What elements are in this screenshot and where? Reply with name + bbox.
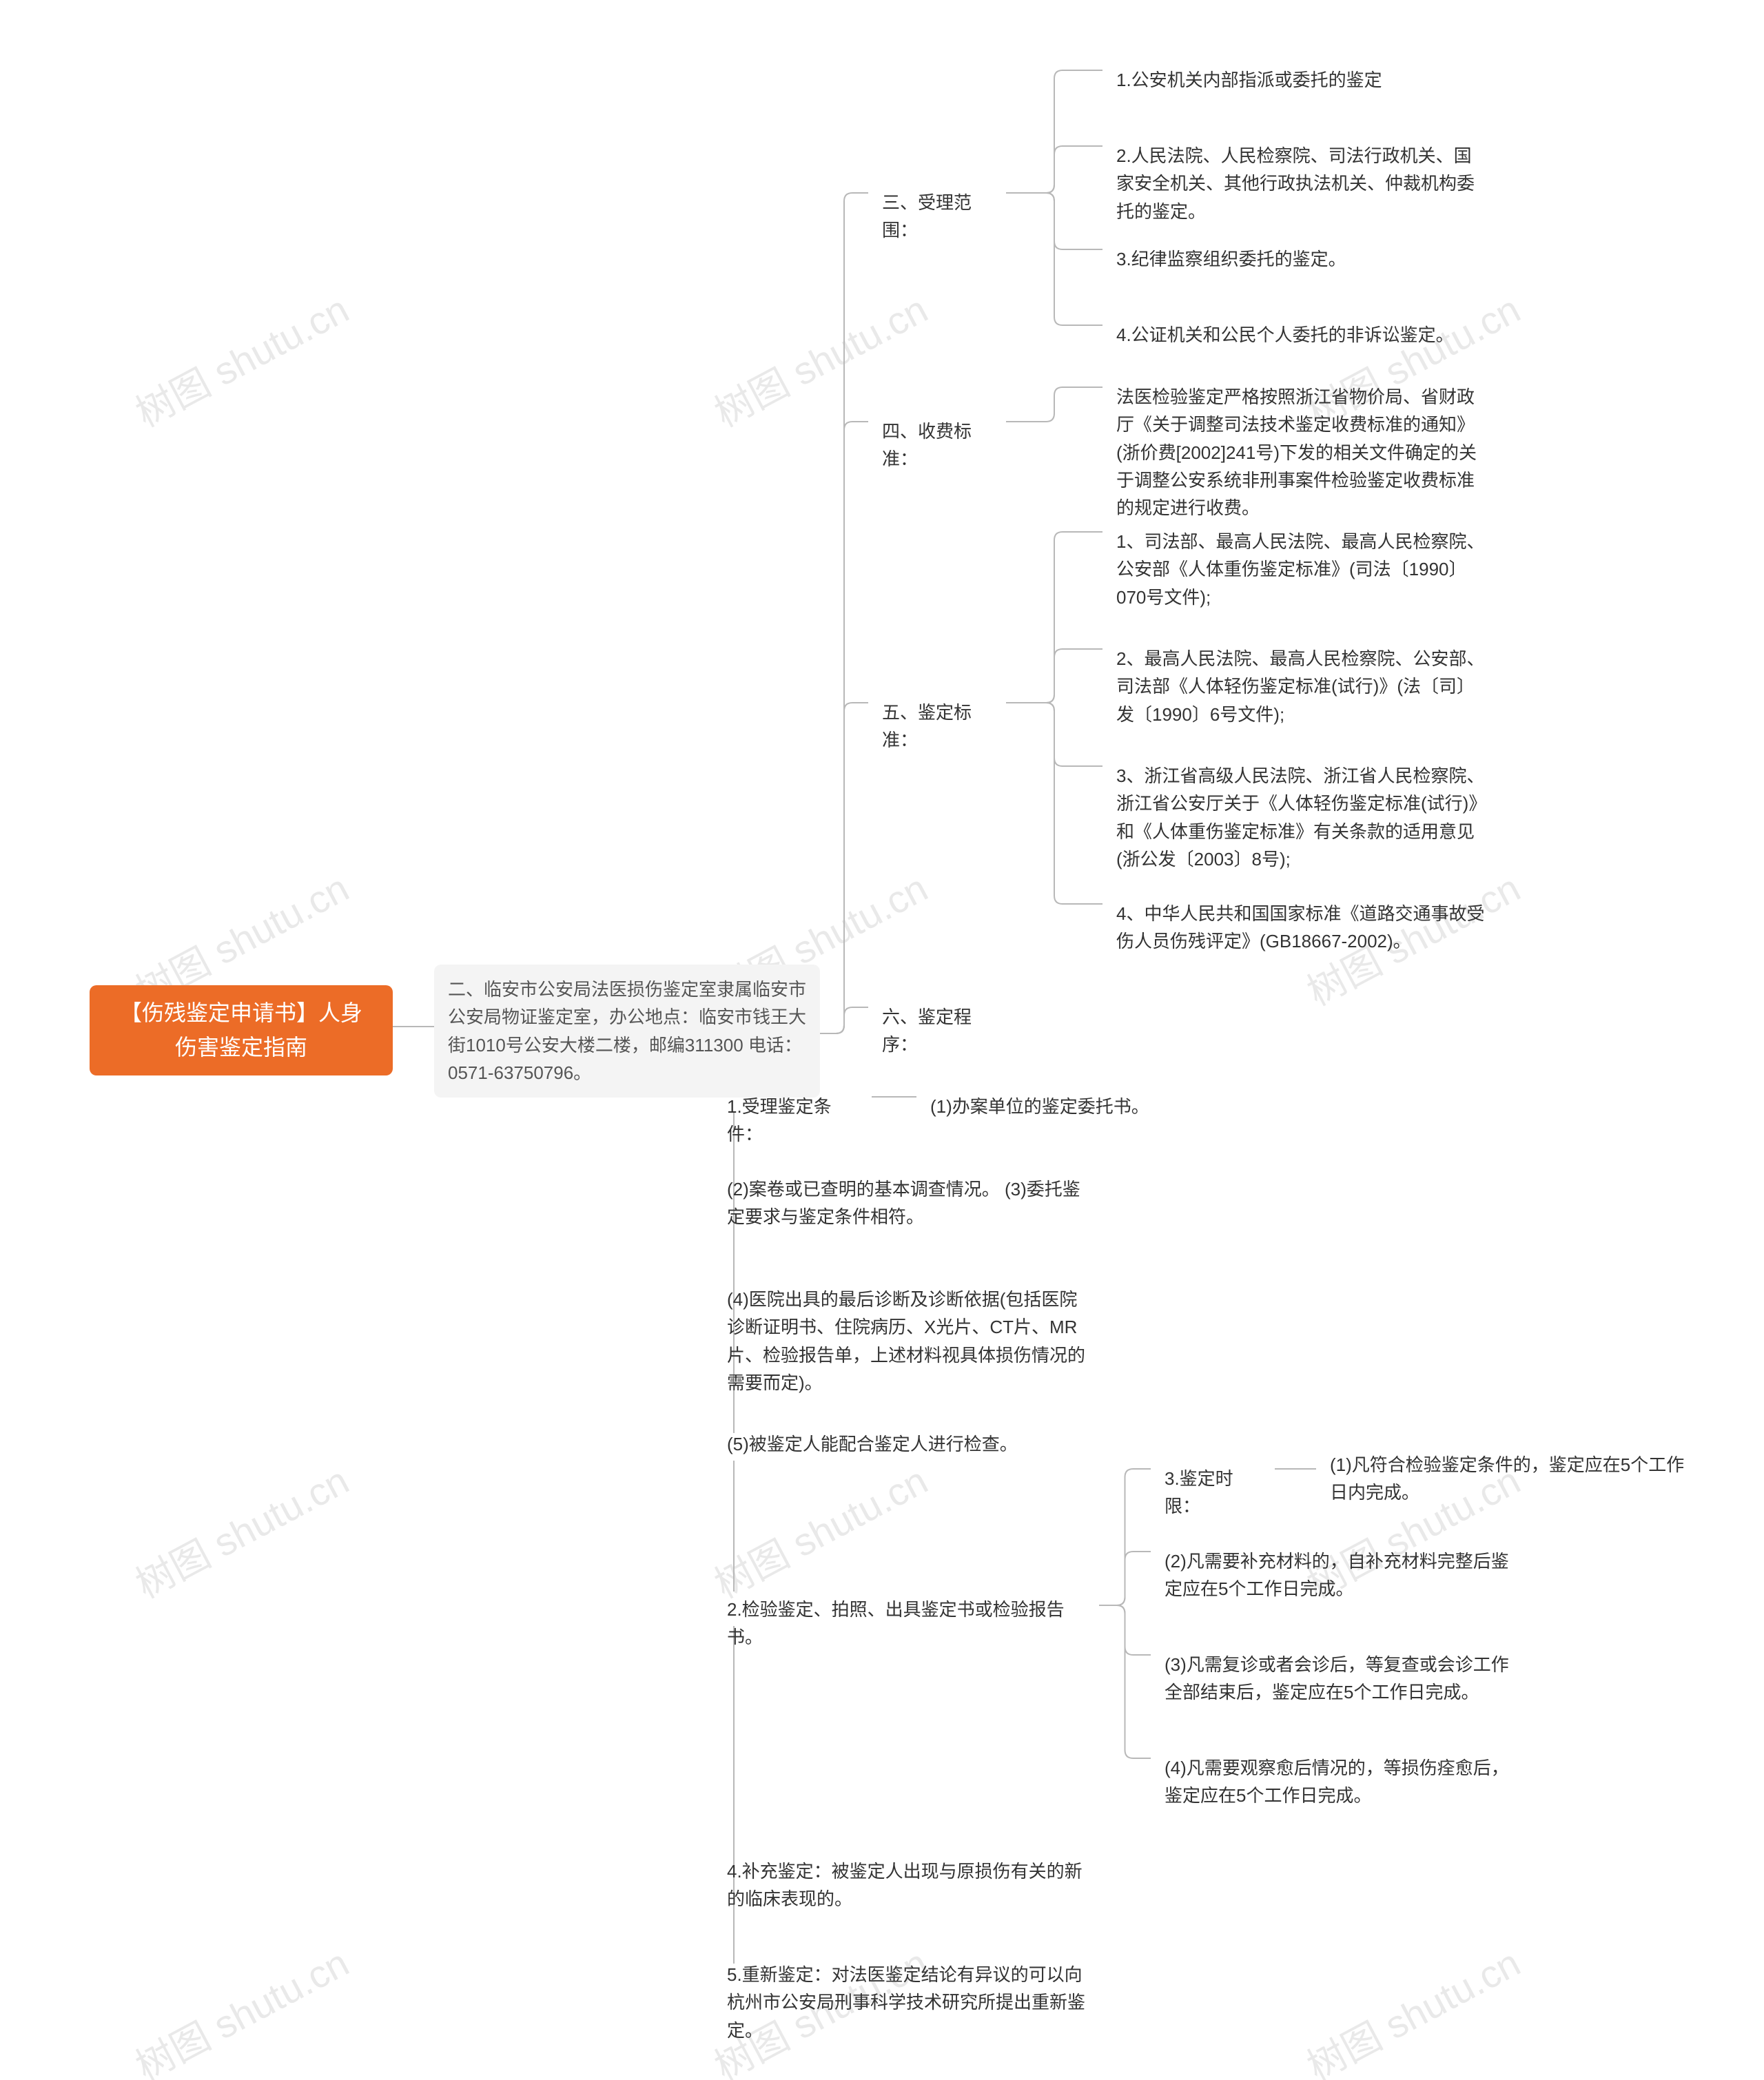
section-label: 五、鉴定标准： <box>868 688 1006 765</box>
watermark: 树图 shutu.cn <box>125 1450 358 1609</box>
watermark: 树图 shutu.cn <box>125 1933 358 2080</box>
section-label: 三、受理范围： <box>868 178 1006 256</box>
leaf-node: (2)案卷或已查明的基本调查情况。 (3)委托鉴定要求与鉴定条件相符。 <box>713 1164 1099 1242</box>
level2-node: 二、临安市公安局法医损伤鉴定室隶属临安市公安局物证鉴定室，办公地点：临安市钱王大… <box>434 965 820 1098</box>
leaf-node: (3)凡需复诊或者会诊后，等复查或会诊工作全部结束后，鉴定应在5个工作日完成。 <box>1151 1640 1537 1718</box>
leaf-node: (4)医院出具的最后诊断及诊断依据(包括医院诊断证明书、住院病历、X光片、CT片… <box>713 1275 1099 1408</box>
leaf-node: 5.重新鉴定：对法医鉴定结论有异议的可以向杭州市公安局刑事科学技术研究所提出重新… <box>713 1950 1099 2055</box>
watermark: 树图 shutu.cn <box>1296 1933 1529 2080</box>
leaf-node: 4.补充鉴定：被鉴定人出现与原损伤有关的新的临床表现的。 <box>713 1846 1099 1924</box>
leaf-node: 3、浙江省高级人民法院、浙江省人民检察院、浙江省公安厅关于《人体轻伤鉴定标准(试… <box>1102 751 1502 884</box>
leaf-node: (1)凡符合检验鉴定条件的，鉴定应在5个工作日内完成。 <box>1316 1440 1702 1518</box>
leaf-node: 4、中华人民共和国国家标准《道路交通事故受伤人员伤残评定》(GB18667-20… <box>1102 889 1502 967</box>
root-node: 【伤残鉴定申请书】人身 伤害鉴定指南 <box>90 985 393 1075</box>
watermark: 树图 shutu.cn <box>125 279 358 438</box>
leaf-node: 2.人民法院、人民检察院、司法行政机关、国家安全机关、其他行政执法机关、仲裁机构… <box>1102 131 1488 236</box>
section-label: 四、收费标准： <box>868 406 1006 484</box>
leaf-node: 3.纪律监察组织委托的鉴定。 <box>1102 234 1488 284</box>
leaf-node: 法医检验鉴定严格按照浙江省物价局、省财政厅《关于调整司法技术鉴定收费标准的通知》… <box>1102 372 1502 533</box>
procedure-step-label: 3.鉴定时限： <box>1151 1454 1275 1532</box>
leaf-node: (1)办案单位的鉴定委托书。 <box>916 1082 1206 1131</box>
leaf-node: 1、司法部、最高人民法院、最高人民检察院、公安部《人体重伤鉴定标准》(司法〔19… <box>1102 517 1502 622</box>
leaf-node: 2、最高人民法院、最高人民检察院、公安部、司法部《人体轻伤鉴定标准(试行)》(法… <box>1102 634 1502 739</box>
leaf-node: (4)凡需要观察愈后情况的，等损伤痊愈后，鉴定应在5个工作日完成。 <box>1151 1743 1537 1821</box>
leaf-node: 4.公证机关和公民个人委托的非诉讼鉴定。 <box>1102 310 1488 360</box>
procedure-step-label: 2.检验鉴定、拍照、出具鉴定书或检验报告书。 <box>713 1585 1099 1662</box>
section-label: 六、鉴定程序： <box>868 992 1006 1070</box>
leaf-node: (2)凡需要补充材料的，自补充材料完整后鉴定应在5个工作日完成。 <box>1151 1536 1537 1614</box>
procedure-step-label: 1.受理鉴定条件： <box>713 1082 872 1160</box>
leaf-node: (5)被鉴定人能配合鉴定人进行检查。 <box>713 1419 1099 1469</box>
leaf-node: 1.公安机关内部指派或委托的鉴定 <box>1102 55 1488 105</box>
